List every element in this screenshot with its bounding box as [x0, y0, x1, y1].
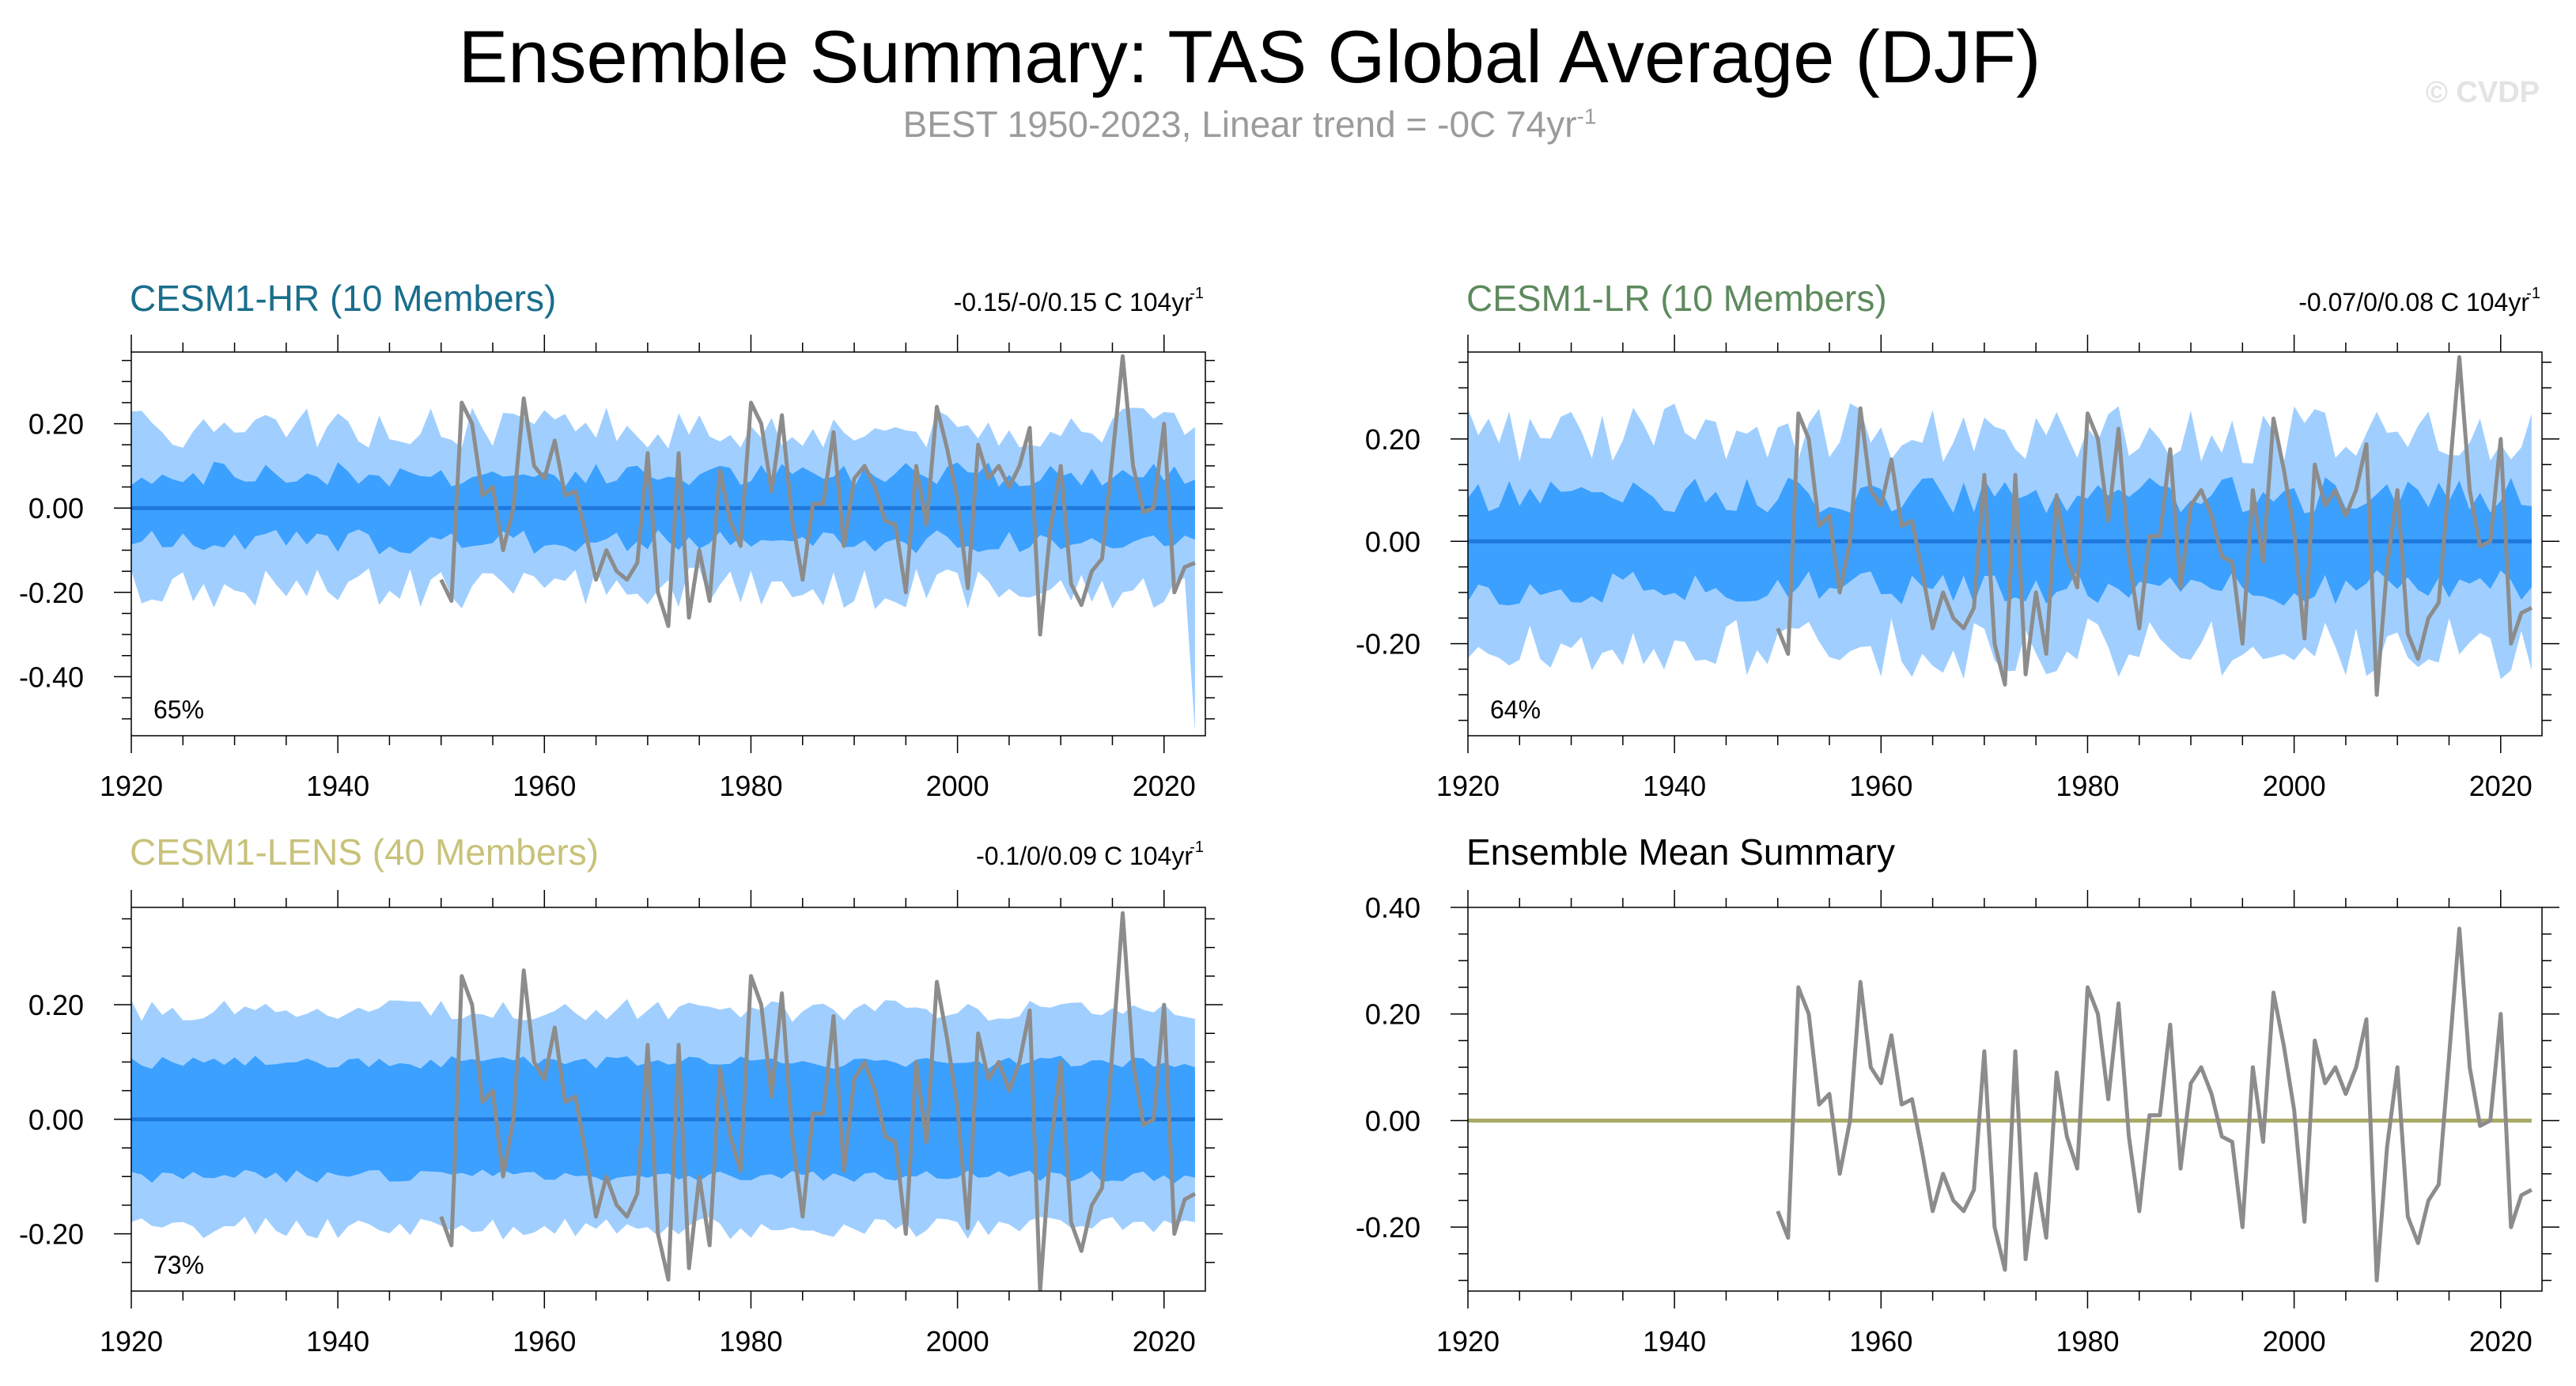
xtick-label-hr: 1920 — [100, 770, 163, 802]
panel-mean: Ensemble Mean Summary 1920 1940 1960 1980 200… — [1356, 831, 2559, 1358]
subtitle-superscript: -1 — [1576, 104, 1597, 129]
ytick-label-lens: 0.20 — [28, 989, 84, 1021]
ytick-label-lr: -0.20 — [1356, 628, 1420, 661]
panel-trend-lens: -0.1/0/0.09 C 104yr — [976, 842, 1193, 870]
ytick-label-hr: 0.00 — [28, 492, 84, 524]
xtick-label-hr: 2020 — [1133, 770, 1196, 802]
ytick-label-mean: 0.20 — [1365, 998, 1420, 1031]
pct-label-lr: 64% — [1490, 695, 1541, 724]
xtick-label-lens: 2020 — [1133, 1325, 1196, 1358]
xtick-label-lr: 1920 — [1436, 770, 1500, 802]
frame-lens — [131, 907, 1206, 1292]
copyright-watermark: © CVDP — [2425, 76, 2540, 109]
frame-hr — [131, 351, 1206, 737]
plot-area-hr — [131, 354, 1196, 732]
pct-label-lens: 73% — [153, 1251, 204, 1279]
panel-title-lens: CESM1-LENS (40 Members) — [130, 831, 599, 873]
panel-title-mean: Ensemble Mean Summary — [1466, 831, 1895, 873]
ytick-label-mean: 0.00 — [1365, 1104, 1420, 1137]
xtick-label-lr: 1960 — [1849, 770, 1912, 802]
xtick-label-lens: 1980 — [719, 1325, 782, 1358]
observed-line-lr — [1776, 355, 2533, 697]
subtitle-text: BEST 1950-2023, Linear trend = -0C 74yr — [902, 104, 1577, 145]
panel-trend-sup-lr: -1 — [2526, 285, 2540, 302]
plot-area-mean — [1468, 926, 2533, 1282]
xtick-label-mean: 2000 — [2263, 1325, 2326, 1358]
pct-label-hr: 65% — [153, 695, 204, 724]
xtick-label-lr: 1940 — [1643, 770, 1706, 802]
ytick-label-mean: -0.20 — [1356, 1211, 1420, 1244]
xtick-label-hr: 2000 — [926, 770, 989, 802]
observed-line-hr — [439, 354, 1196, 637]
xtick-label-lens: 1960 — [513, 1325, 576, 1358]
xtick-label-lr: 1980 — [2056, 770, 2119, 802]
xtick-label-lens: 2000 — [926, 1325, 989, 1358]
panel-title-hr: CESM1-HR (10 Members) — [130, 278, 556, 319]
plot-area-lr — [1468, 355, 2533, 697]
panel-trend-sup-hr: -1 — [1190, 285, 1204, 302]
xtick-label-hr: 1940 — [306, 770, 369, 802]
observed-line-mean — [1776, 926, 2533, 1282]
panel-lr: CESM1-LR (10 Members) -0.07/0/0.08 C 104y… — [1356, 278, 2559, 802]
frame-mean — [1467, 907, 2543, 1292]
panel-trend-hr: -0.15/-0/0.15 C 104yr — [954, 288, 1193, 316]
plot-area-lens — [131, 911, 1197, 1291]
panel-hr: CESM1-HR (10 Members) -0.15/-0/0.15 C 104… — [19, 278, 1223, 802]
xtick-label-mean: 1980 — [2056, 1325, 2119, 1358]
ytick-label-hr: -0.40 — [19, 661, 84, 693]
xtick-label-mean: 2020 — [2469, 1325, 2532, 1358]
xtick-label-lens: 1940 — [306, 1325, 369, 1358]
ytick-label-hr: 0.20 — [28, 408, 84, 441]
xtick-label-lr: 2020 — [2469, 770, 2532, 802]
ytick-label-lr: 0.00 — [1365, 525, 1420, 558]
ytick-label-hr: -0.20 — [19, 577, 84, 609]
xtick-label-mean: 1960 — [1849, 1325, 1912, 1358]
xtick-label-hr: 1960 — [513, 770, 576, 802]
panel-lens: CESM1-LENS (40 Members) -0.1/0/0.09 C 104… — [19, 831, 1223, 1358]
xtick-label-lr: 2000 — [2263, 770, 2326, 802]
xtick-label-mean: 1940 — [1643, 1325, 1706, 1358]
xtick-label-lens: 1920 — [100, 1325, 163, 1358]
figure-title: Ensemble Summary: TAS Global Average (DJ… — [458, 15, 2041, 98]
figure-subtitle: BEST 1950-2023, Linear trend = -0C 74yr-… — [0, 103, 2499, 146]
ytick-label-mean: 0.40 — [1365, 892, 1420, 924]
frame-lr — [1467, 351, 2543, 737]
observed-line-lens — [439, 911, 1197, 1291]
ytick-label-lr: 0.20 — [1365, 423, 1420, 456]
panel-trend-sup-lens: -1 — [1190, 839, 1204, 856]
panel-title-lr: CESM1-LR (10 Members) — [1466, 278, 1887, 319]
ytick-label-lens: -0.20 — [19, 1218, 84, 1251]
ytick-label-lens: 0.00 — [28, 1104, 84, 1136]
xtick-label-hr: 1980 — [719, 770, 782, 802]
panel-trend-lr: -0.07/0/0.08 C 104yr — [2298, 288, 2529, 316]
xtick-label-mean: 1920 — [1436, 1325, 1500, 1358]
